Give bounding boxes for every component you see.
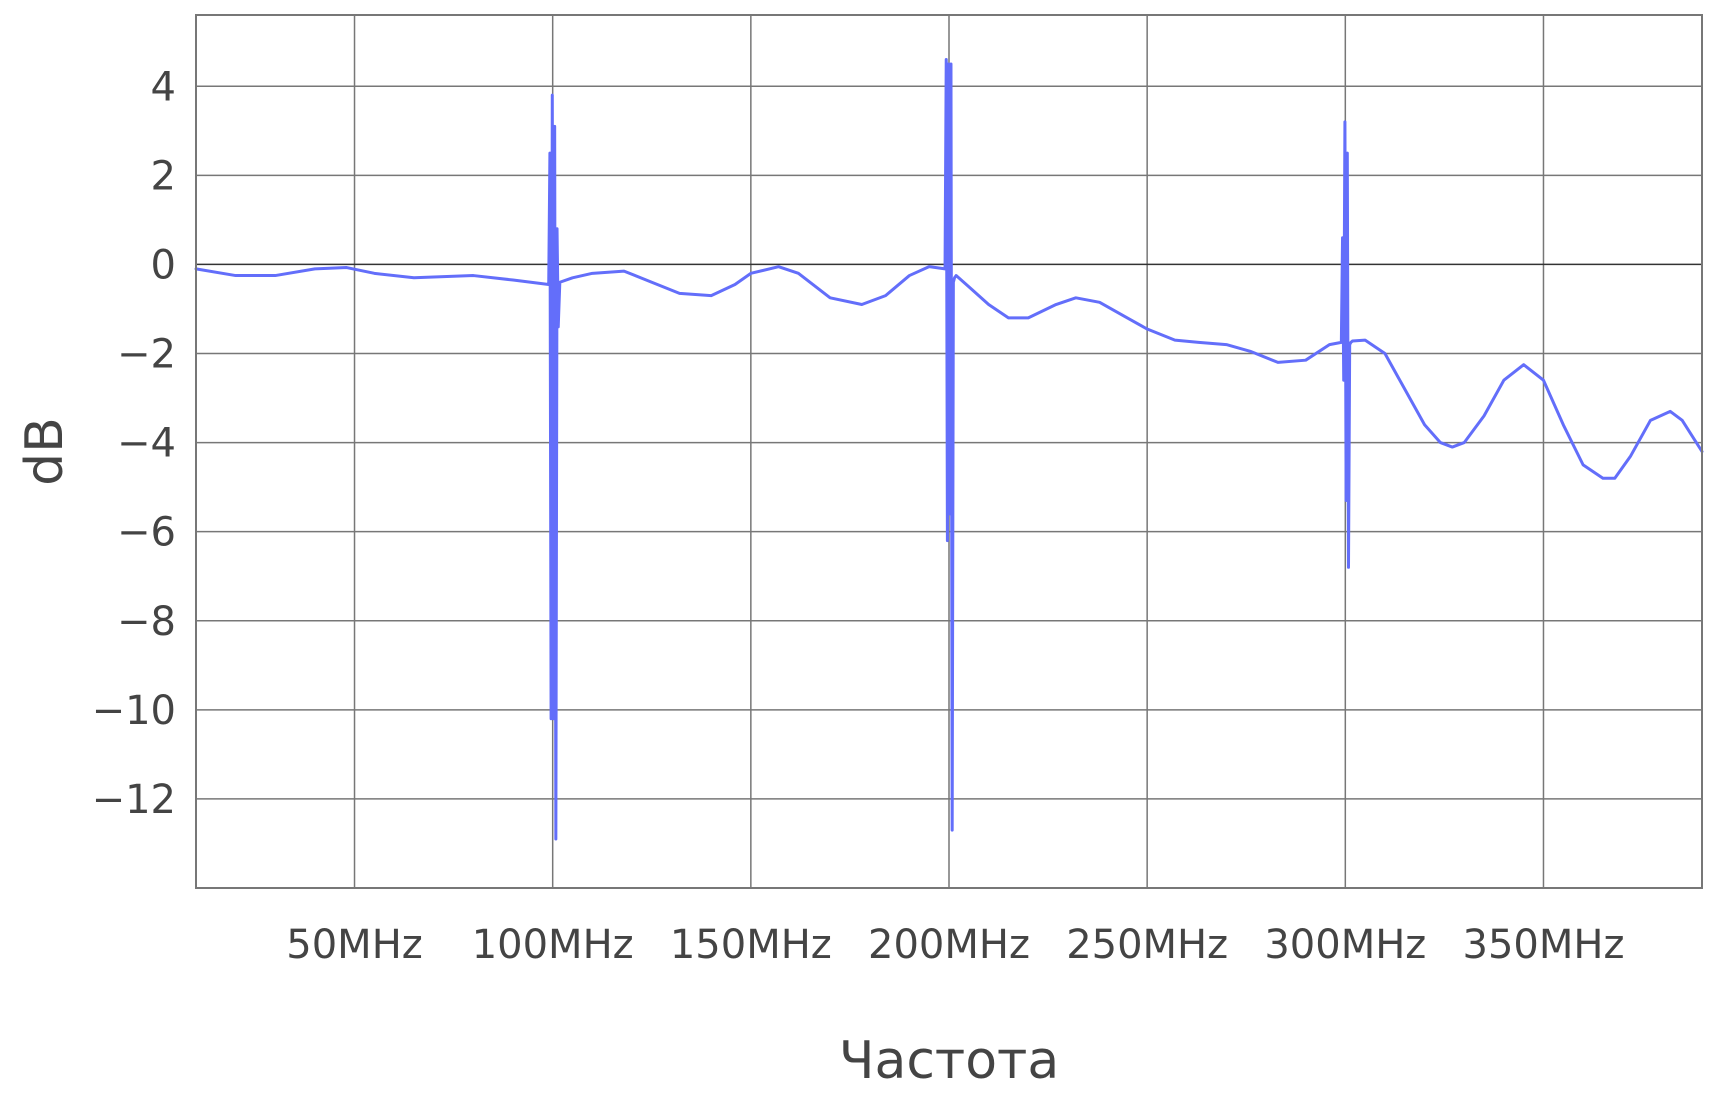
plot-frame <box>195 14 1703 889</box>
y-tick-label: −2 <box>117 332 176 378</box>
x-tick-label: 200MHz <box>868 922 1030 968</box>
x-tick-label: 250MHz <box>1066 922 1228 968</box>
x-tick-label: 50MHz <box>286 922 422 968</box>
y-tick-label: −6 <box>117 510 176 556</box>
y-tick-label: −12 <box>92 777 176 823</box>
y-tick-label: 2 <box>151 153 176 199</box>
y-axis-title: dB <box>15 417 75 486</box>
x-axis-title: Частота <box>839 1031 1059 1091</box>
y-tick-label: 4 <box>151 64 176 110</box>
series-layer <box>194 58 1704 841</box>
x-tick-label: 300MHz <box>1264 922 1426 968</box>
y-tick-labels: 4 2 0 −2 −4 −6 −8 −10 −12 <box>92 64 176 823</box>
x-tick-label: 150MHz <box>670 922 832 968</box>
y-tick-label: −8 <box>117 599 176 645</box>
y-tick-label: −4 <box>117 421 176 467</box>
x-tick-label: 350MHz <box>1463 922 1625 968</box>
y-tick-label: −10 <box>92 688 176 734</box>
x-tick-labels: 50MHz 100MHz 150MHz 200MHz 250MHz 300MHz 350MH… <box>286 922 1624 968</box>
y-tick-label: 0 <box>151 242 176 288</box>
series-line <box>194 58 1704 841</box>
x-tick-label: 100MHz <box>472 922 634 968</box>
